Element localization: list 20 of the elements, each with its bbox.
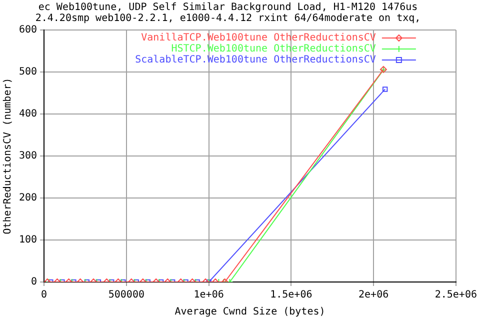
y-tick-label: 100 <box>19 234 38 246</box>
y-axis-title: OtherReductionsCV (number) <box>2 78 14 234</box>
x-tick-label: 1e+06 <box>194 290 224 301</box>
x-tick-label: 1.5e+06 <box>270 290 312 301</box>
legend-label: VanillaTCP.Web100tune OtherReductionsCV <box>141 32 376 44</box>
x-axis-title: Average Cwnd Size (bytes) <box>174 306 326 318</box>
chart-subtitle: 2.4.20smp web100-2.2.1, e1000-4.4.12 rxint 64/64moderate on txq, <box>35 13 421 24</box>
y-tick-label: 0 <box>31 276 38 288</box>
legend-label: ScalableTCP.Web100tune OtherReductionsCV <box>135 54 376 66</box>
x-tick-label: 500000 <box>108 290 144 301</box>
y-tick-label: 400 <box>19 108 38 120</box>
x-tick-label: 2e+06 <box>358 290 389 301</box>
y-tick-label: 200 <box>19 192 38 204</box>
y-tick-label: 500 <box>19 66 38 78</box>
y-tick-label: 600 <box>19 24 38 36</box>
x-tick-label: 2.5e+06 <box>434 290 478 301</box>
x-tick-label: 0 <box>41 290 48 301</box>
chart-title: ec Web100tune, UDP Self Similar Background Load, H1-M120 1476us <box>38 2 418 14</box>
y-tick-label: 300 <box>19 150 38 162</box>
legend-label: HSTCP.Web100tune OtherReductionsCV <box>171 44 376 55</box>
